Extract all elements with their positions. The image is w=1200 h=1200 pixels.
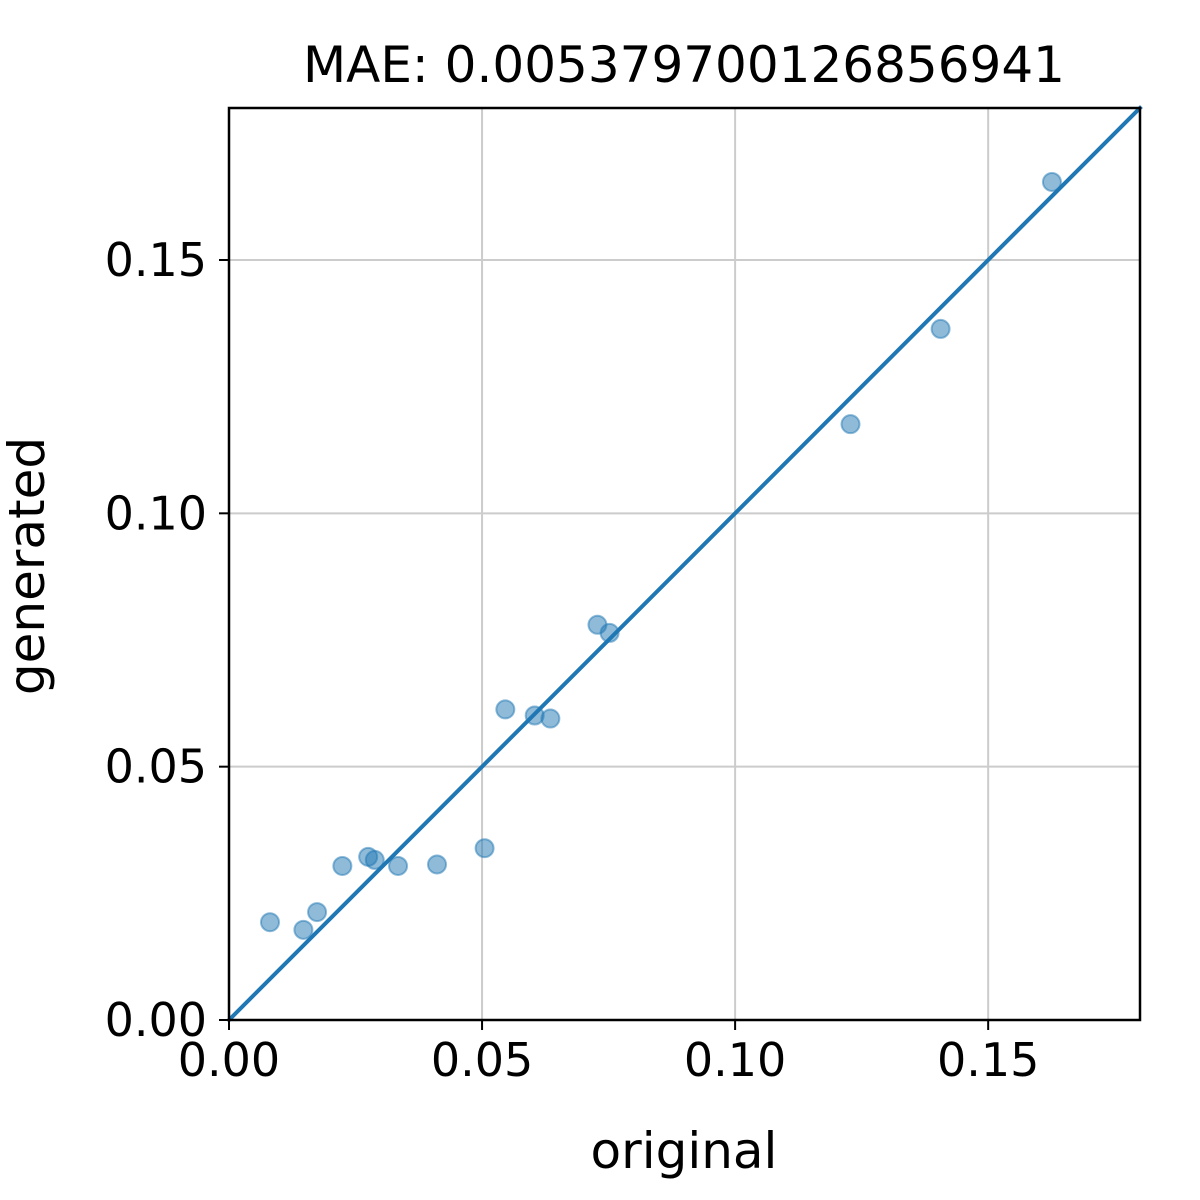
scatter-point xyxy=(495,699,516,720)
scatter-point xyxy=(259,912,280,933)
x-tick-label: 0.10 xyxy=(684,1033,786,1087)
y-axis-label: generated xyxy=(0,437,56,695)
scatter-point xyxy=(930,318,951,339)
scatter-points xyxy=(259,171,1062,940)
scatter-point xyxy=(599,622,620,643)
y-tick-label: 0.10 xyxy=(105,486,207,540)
scatter-point xyxy=(293,919,314,940)
scatter-point xyxy=(388,855,409,876)
plot-frame xyxy=(227,106,1142,1022)
x-tick-label: 0.15 xyxy=(937,1033,1039,1087)
y-tick-label: 0.15 xyxy=(105,233,207,287)
x-axis-label: original xyxy=(591,1122,778,1180)
chart-title: MAE: 0.005379700126856941 xyxy=(303,36,1065,94)
y-axis-ticks: 0.00 0.05 0.10 0.15 xyxy=(105,233,229,1047)
scatter-point xyxy=(840,414,861,435)
identity-line xyxy=(226,105,1143,1023)
scatter-point xyxy=(540,708,561,729)
x-tick-label: 0.05 xyxy=(431,1033,533,1087)
scatter-point xyxy=(474,838,495,859)
y-tick-label: 0.00 xyxy=(105,993,207,1047)
reference-line-layer xyxy=(226,105,1143,1023)
scatter-point xyxy=(364,849,385,870)
y-tick-label: 0.05 xyxy=(105,740,207,794)
x-axis-ticks: 0.00 0.05 0.10 0.15 xyxy=(178,1020,1039,1087)
x-tick-label: 0.00 xyxy=(178,1033,280,1087)
scatter-point xyxy=(307,902,328,923)
scatter-point xyxy=(1041,171,1062,192)
scatter-point xyxy=(332,855,353,876)
scatter-point xyxy=(427,854,448,875)
